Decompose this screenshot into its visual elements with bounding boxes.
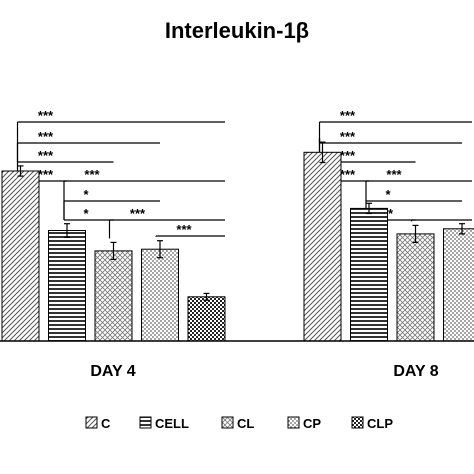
- significance-bracket: *: [63, 187, 160, 220]
- legend-item-cp: CP: [287, 416, 321, 431]
- bar-c-day8: [303, 151, 342, 342]
- legend-swatch: [351, 416, 364, 429]
- significance-bracket: *: [365, 187, 462, 202]
- significance-bracket: ***: [318, 129, 462, 144]
- chart-title: Interleukin-1β: [165, 18, 309, 43]
- significance-bracket: ***: [365, 167, 472, 200]
- significance-brackets: ****************************************…: [16, 108, 472, 239]
- significance-label: ***: [340, 167, 356, 182]
- error-bar-cell-day4: [64, 223, 70, 238]
- significance-label: *: [83, 187, 89, 202]
- significance-bracket: ***: [16, 148, 114, 163]
- category-label-day4: DAY 4: [90, 363, 135, 380]
- legend-item-cell: CELL: [139, 416, 189, 431]
- significance-bracket: ***: [16, 129, 160, 162]
- legend: C CELL CL CP CLP: [85, 416, 393, 431]
- legend-swatch: [85, 416, 98, 429]
- legend-label: CLP: [367, 416, 393, 431]
- legend-swatch: [221, 416, 234, 429]
- legend-swatch: [287, 416, 300, 429]
- significance-label: ***: [176, 222, 192, 237]
- significance-label: ***: [340, 108, 356, 123]
- error-bar-cell-day8: [366, 202, 372, 215]
- bar-cp-day8: [443, 228, 474, 342]
- legend-swatch: [139, 416, 152, 429]
- error-bar-cl-day8: [412, 224, 419, 243]
- significance-label: ***: [340, 129, 356, 144]
- significance-label: ***: [340, 148, 356, 163]
- legend-item-c: C: [85, 416, 111, 431]
- significance-label: ***: [84, 167, 100, 182]
- significance-label: ***: [38, 167, 54, 182]
- significance-bracket: *: [63, 206, 114, 221]
- bar-cl-day8: [396, 233, 435, 342]
- significance-bracket: [410, 219, 472, 222]
- legend-item-clp: CLP: [351, 416, 393, 431]
- significance-label: ***: [386, 167, 402, 182]
- bar-cp-day4: [141, 248, 179, 342]
- bar-cell-day8: [350, 207, 388, 342]
- legend-label: CL: [237, 416, 254, 431]
- legend-label: C: [101, 416, 111, 431]
- significance-label: ***: [38, 108, 54, 123]
- significance-label: ***: [38, 129, 54, 144]
- error-bar-cp-day4: [157, 240, 163, 259]
- bars: [1, 141, 474, 342]
- bar-clp-day4: [187, 296, 226, 342]
- significance-bracket: ***: [318, 108, 472, 139]
- bar-cell-day4: [48, 230, 86, 342]
- error-bar-c-day8: [319, 141, 326, 164]
- significance-bracket: ***: [108, 206, 225, 239]
- error-bar-cl-day4: [110, 241, 117, 260]
- significance-label: *: [83, 206, 89, 221]
- significance-label: ***: [38, 148, 54, 163]
- error-bar-c-day4: [17, 165, 24, 177]
- category-label-day8: DAY 8: [393, 363, 438, 380]
- error-bar-clp-day4: [203, 292, 210, 301]
- error-bar-cp-day8: [459, 223, 465, 235]
- significance-label: **: [383, 206, 394, 221]
- significance-label: *: [385, 187, 391, 202]
- significance-label: ***: [130, 206, 146, 221]
- legend-label: CP: [303, 416, 321, 431]
- legend-label: CELL: [155, 416, 189, 431]
- significance-bracket: ***: [155, 222, 225, 237]
- bar-cl-day4: [94, 250, 133, 342]
- legend-item-cl: CL: [221, 416, 254, 431]
- bar-c-day4: [1, 170, 40, 342]
